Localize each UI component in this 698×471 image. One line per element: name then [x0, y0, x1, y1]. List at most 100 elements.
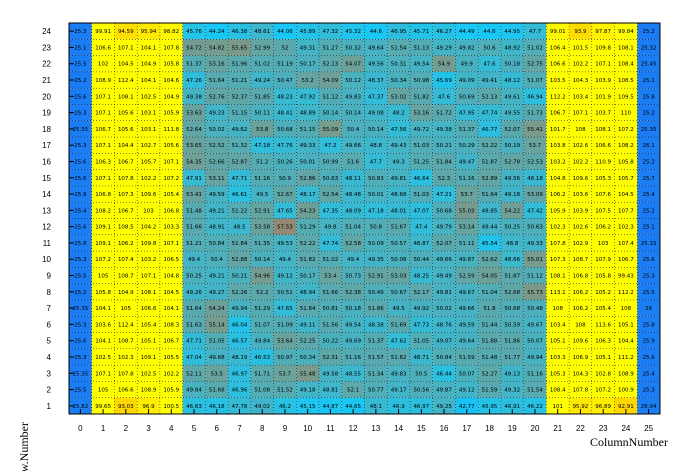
heatmap-cell: [500, 23, 524, 40]
cell-value-label: 25.2: [643, 159, 655, 165]
cell-value-label: 54.72: [186, 45, 202, 51]
cell-value-label: 106.2: [573, 306, 589, 312]
cell-value-label: 51.67: [391, 225, 407, 231]
cell-value-label: 48.92: [504, 45, 520, 51]
heatmap-cell: [159, 55, 183, 72]
x-tick-label: 23: [599, 424, 608, 433]
heatmap-cell: [91, 332, 115, 349]
heatmap-cell: [91, 185, 115, 203]
cell-value-label: 105.6: [118, 127, 134, 133]
cell-value-label: 104.1: [95, 339, 111, 345]
heatmap-cell: [591, 234, 615, 252]
cell-value-label: 47.92: [300, 94, 316, 100]
heatmap-cell: [432, 397, 456, 414]
cell-value-label: 25.3: [74, 355, 87, 361]
cell-value-label: 99.65: [95, 404, 111, 410]
heatmap-cell: [205, 71, 229, 89]
heatmap-cell: [523, 332, 547, 349]
cell-value-label: 51.16: [527, 371, 543, 377]
cell-value-label: 102.3: [618, 225, 634, 231]
heatmap-cell: [182, 55, 206, 72]
heatmap-cell: [478, 397, 501, 414]
cell-value-label: 51.73: [527, 111, 543, 117]
heatmap-cell: [455, 202, 479, 219]
heatmap-cell: [91, 55, 115, 72]
cell-value-label: 51.88: [482, 339, 498, 345]
cell-value-label: 101.5: [573, 45, 589, 51]
heatmap-cell: [591, 185, 615, 203]
cell-value-label: 49.47: [459, 159, 475, 165]
cell-value-label: 49.33: [527, 241, 543, 247]
heatmap-cell: [546, 120, 570, 138]
cell-value-label: 50.67: [391, 290, 407, 296]
heatmap-cell: [319, 55, 342, 72]
heatmap-cell: [387, 153, 410, 170]
cell-value-label: 106.3: [95, 159, 111, 165]
cell-value-label: 48.68: [391, 192, 407, 198]
heatmap-cell: [569, 316, 592, 333]
heatmap-cell: [159, 169, 183, 186]
cell-value-label: 51.84: [436, 159, 452, 165]
heatmap-cell: [614, 185, 638, 203]
cell-value-label: 49.12: [277, 274, 293, 280]
plot-frame: [68, 22, 661, 415]
cell-value-label: 49.23: [209, 111, 225, 117]
y-tick-label: 3: [47, 369, 52, 378]
heatmap-cell: [364, 267, 388, 284]
cell-value-label: 50.68: [277, 127, 293, 133]
heatmap-cell: [546, 348, 570, 366]
heatmap-cell: [159, 137, 183, 154]
cell-value-label: 47.71: [186, 339, 202, 345]
cell-value-label: 103.9: [573, 208, 589, 214]
cell-value-label: 103.3: [550, 355, 566, 361]
heatmap-cell: [569, 234, 592, 252]
cell-value-label: 51.54: [527, 388, 543, 394]
heatmap-cell: [296, 332, 320, 349]
heatmap-cell: [500, 137, 524, 154]
heatmap-cell: [364, 185, 388, 203]
cell-value-label: 52.27: [482, 371, 498, 377]
cell-value-label: 54.35: [186, 159, 202, 165]
cell-value-label: 107.1: [95, 176, 111, 182]
cell-value-label: 46.53: [254, 355, 270, 361]
cell-value-label: 49.53: [277, 241, 293, 247]
cell-value-label: 48.2: [392, 111, 404, 117]
cell-value-label: 47.04: [186, 355, 202, 361]
cell-value-label: 50.49: [368, 290, 384, 296]
heatmap-cell: [228, 283, 251, 300]
cell-value-label: 52.75: [527, 62, 543, 68]
cell-value-label: 106.6: [141, 306, 157, 312]
cell-value-label: 51.03: [413, 192, 429, 198]
heatmap-cell: [614, 365, 638, 382]
heatmap-cell: [114, 381, 138, 398]
heatmap-cell: [569, 104, 592, 121]
cell-value-label: 48.38: [368, 322, 384, 328]
heatmap-cell: [341, 153, 365, 170]
cell-value-label: 108: [575, 322, 586, 328]
heatmap-cell: [409, 348, 433, 366]
cell-value-label: 47.42: [527, 208, 543, 214]
heatmap-cell: [137, 267, 160, 284]
heatmap-cell: [478, 267, 501, 284]
cell-value-label: 50.63: [323, 176, 339, 182]
heatmap-cell: [341, 332, 365, 349]
heatmap-cell: [569, 397, 592, 414]
cell-value-label: 45.54: [482, 241, 498, 247]
y-tick-label: 11: [43, 239, 52, 248]
heatmap-cell: [341, 202, 365, 219]
cell-value-label: 107.4: [618, 241, 634, 247]
cell-value-label: 105.4: [163, 192, 179, 198]
cell-value-label: 103: [143, 208, 154, 214]
heatmap-cell: [409, 251, 433, 268]
x-tick-label: 9: [283, 424, 288, 433]
heatmap-cell: [455, 332, 479, 349]
heatmap-cell: [637, 218, 660, 235]
heatmap-cell: [159, 348, 183, 366]
cell-value-label: 49.87: [436, 388, 452, 394]
x-tick-label: 6: [215, 424, 220, 433]
cell-value-label: 50.01: [368, 192, 384, 198]
heatmap-cell: [250, 104, 274, 121]
y-tick-label: 5: [47, 337, 52, 346]
cell-value-label: 48.8: [370, 143, 383, 149]
cell-value-label: 48.23: [277, 94, 293, 100]
